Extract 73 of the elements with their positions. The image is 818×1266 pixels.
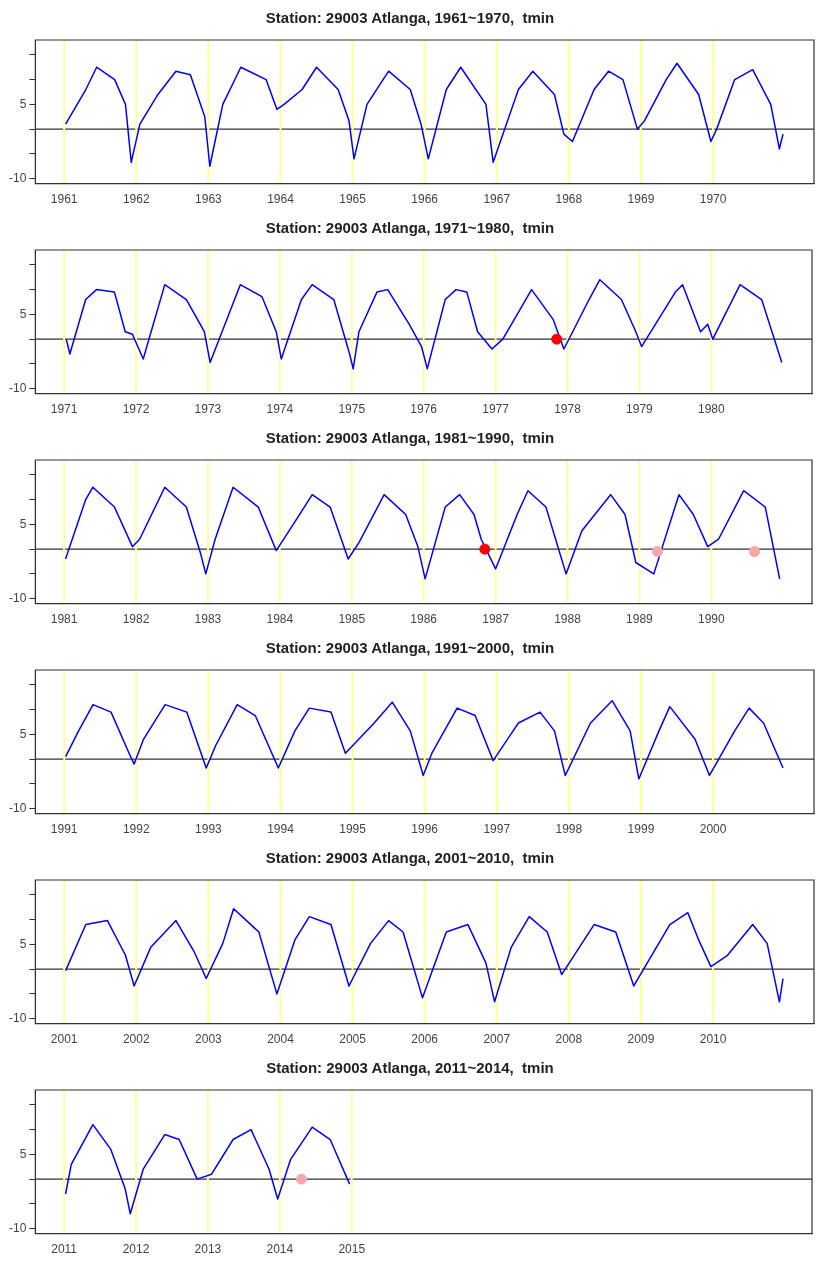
x-tick-label: 1972 <box>122 402 150 417</box>
x-tick-label: 2000 <box>699 822 727 837</box>
x-tick-label: 2005 <box>339 1032 367 1047</box>
x-tick-label: 1973 <box>194 402 222 417</box>
x-tick-label: 1962 <box>122 192 150 207</box>
x-tick-label: 1993 <box>195 822 223 837</box>
x-tick-label: 1983 <box>194 612 222 627</box>
x-tick-label: 2002 <box>122 1032 150 1047</box>
x-tick-label: 1990 <box>697 612 725 627</box>
x-tick-label: 1986 <box>410 612 438 627</box>
x-tick-label: 2009 <box>627 1032 655 1047</box>
y-tick-label: 5 <box>19 516 27 531</box>
x-tick-label: 1969 <box>627 192 655 207</box>
x-tick-label: 2007 <box>483 1032 511 1047</box>
x-tick-label: 1977 <box>482 402 510 417</box>
x-tick-label: 1999 <box>627 822 655 837</box>
x-tick-label: 2008 <box>555 1032 583 1047</box>
chart-title: Station: 29003 Atlanga, 1991~2000, tmin <box>265 639 555 657</box>
x-tick-label: 1995 <box>339 822 367 837</box>
x-tick-label: 1978 <box>554 402 582 417</box>
x-tick-label: 2003 <box>195 1032 223 1047</box>
x-tick-label: 1976 <box>410 402 438 417</box>
x-tick-label: 2012 <box>122 1242 150 1257</box>
chart-title: Station: 29003 Atlanga, 1971~1980, tmin <box>265 219 555 237</box>
y-tick-label: -10 <box>9 170 27 185</box>
x-tick-label: 2014 <box>266 1242 294 1257</box>
x-tick-label: 1974 <box>266 402 294 417</box>
chart-title: Station: 29003 Atlanga, 2011~2014, tmin <box>266 1059 554 1077</box>
x-tick-label: 1996 <box>411 822 439 837</box>
y-tick-label: -10 <box>9 800 27 815</box>
x-tick-label: 2011 <box>51 1242 78 1257</box>
x-tick-label: 1985 <box>338 612 366 627</box>
chart-title: Station: 29003 Atlanga, 1981~1990, tmin <box>265 429 555 447</box>
x-tick-label: 1994 <box>267 822 295 837</box>
x-tick-label: 2013 <box>194 1242 222 1257</box>
x-tick-label: 1998 <box>555 822 583 837</box>
x-tick-label: 1981 <box>50 612 78 627</box>
x-tick-label: 1966 <box>411 192 439 207</box>
x-tick-label: 1997 <box>483 822 511 837</box>
y-tick-label: 5 <box>19 936 27 951</box>
x-tick-label: 2010 <box>699 1032 727 1047</box>
x-tick-label: 1975 <box>338 402 366 417</box>
x-tick-label: 1963 <box>195 192 223 207</box>
x-tick-label: 1991 <box>50 822 78 837</box>
y-tick-label: -10 <box>9 380 27 395</box>
y-tick-label: -10 <box>9 1220 27 1235</box>
y-tick-label: 5 <box>19 96 27 111</box>
x-tick-label: 2006 <box>411 1032 439 1047</box>
x-tick-label: 1989 <box>626 612 654 627</box>
x-tick-label: 1964 <box>267 192 295 207</box>
x-tick-label: 1980 <box>697 402 725 417</box>
x-tick-label: 1982 <box>122 612 150 627</box>
x-tick-label: 1968 <box>555 192 583 207</box>
x-tick-label: 1967 <box>483 192 511 207</box>
y-tick-label: 5 <box>19 1146 27 1161</box>
x-tick-label: 1965 <box>339 192 367 207</box>
y-tick-label: -10 <box>9 590 27 605</box>
x-tick-label: 1970 <box>699 192 727 207</box>
chart-title: Station: 29003 Atlanga, 1961~1970, tmin <box>265 9 555 27</box>
x-tick-label: 1961 <box>50 192 78 207</box>
x-tick-label: 2015 <box>338 1242 366 1257</box>
x-tick-label: 2004 <box>267 1032 295 1047</box>
x-tick-label: 1984 <box>266 612 294 627</box>
chart-title: Station: 29003 Atlanga, 2001~2010, tmin <box>265 849 555 867</box>
x-tick-label: 1971 <box>50 402 78 417</box>
x-tick-label: 1987 <box>482 612 510 627</box>
x-tick-label: 1992 <box>122 822 150 837</box>
y-tick-label: 5 <box>19 306 27 321</box>
y-tick-label: 5 <box>19 726 27 741</box>
x-tick-label: 2001 <box>50 1032 78 1047</box>
y-tick-label: -10 <box>9 1010 27 1025</box>
x-tick-label: 1979 <box>626 402 654 417</box>
x-tick-label: 1988 <box>554 612 582 627</box>
